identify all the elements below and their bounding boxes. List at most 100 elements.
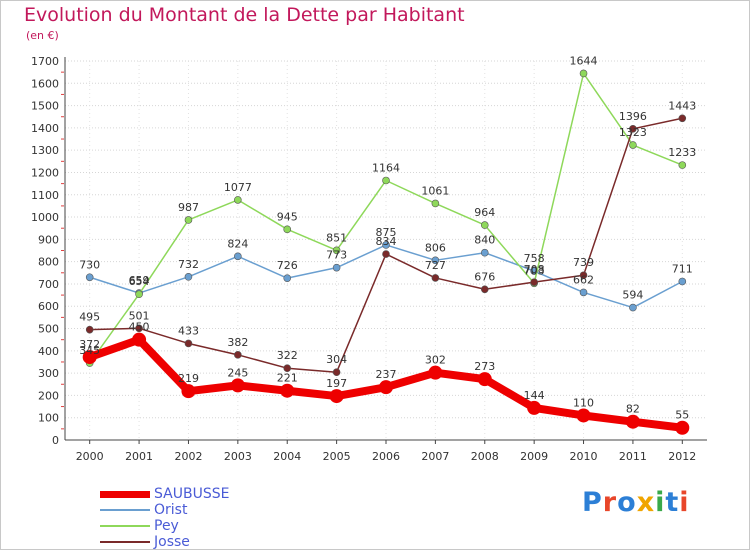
logo-letter: o [617, 487, 637, 518]
data-point [576, 408, 591, 423]
data-label: 245 [227, 366, 248, 379]
data-label: 273 [474, 360, 495, 373]
y-tick-label: 1500 [31, 100, 59, 113]
data-point [480, 248, 489, 257]
data-label: 708 [524, 263, 545, 276]
data-point [234, 252, 242, 261]
y-tick-label: 1200 [31, 166, 59, 179]
y-tick-label: 1100 [31, 189, 59, 202]
data-label: 1323 [619, 126, 647, 139]
data-point [184, 339, 193, 348]
y-tick-label: 400 [38, 345, 59, 358]
data-label: 221 [277, 372, 298, 385]
y-tick-label: 100 [38, 412, 59, 425]
data-label: 382 [227, 336, 248, 349]
data-label: 732 [178, 258, 199, 271]
legend-item-saubusse: SAUBUSSE [100, 486, 229, 502]
data-label: 495 [79, 311, 100, 324]
data-point [280, 383, 295, 398]
x-tick-label: 2001 [125, 450, 153, 463]
data-label: 594 [622, 289, 643, 302]
y-tick-label: 800 [38, 256, 59, 269]
data-point [283, 225, 292, 234]
data-point [181, 384, 196, 399]
data-point [629, 141, 637, 149]
data-point [629, 303, 637, 312]
data-label: 654 [129, 275, 150, 288]
y-tick-label: 1000 [31, 211, 59, 224]
data-label: 824 [227, 237, 248, 250]
x-tick-label: 2006 [372, 450, 400, 463]
data-point [230, 378, 245, 393]
data-point [480, 285, 489, 294]
data-label: 987 [178, 201, 199, 214]
data-point [132, 332, 147, 347]
data-point [332, 246, 341, 255]
data-point [477, 372, 492, 387]
logo-letter: r [602, 487, 618, 518]
data-label: 773 [326, 249, 347, 262]
data-label: 730 [79, 258, 100, 271]
logo-letter: x [636, 487, 656, 518]
data-point [135, 290, 143, 298]
y-tick-label: 300 [38, 367, 59, 380]
y-tick-label: 700 [38, 278, 59, 291]
legend-swatch [100, 490, 150, 498]
data-point [85, 325, 94, 334]
data-label: 1644 [570, 54, 598, 67]
legend-label: SAUBUSSE [154, 486, 230, 502]
data-point [234, 351, 242, 359]
x-tick-label: 2007 [421, 450, 449, 463]
data-label: 758 [524, 252, 545, 265]
data-point [530, 278, 538, 286]
data-point [678, 277, 687, 286]
data-point [283, 364, 292, 373]
series-line [88, 72, 684, 364]
logo-letter: i [655, 487, 666, 518]
data-label: 302 [425, 354, 446, 367]
data-point [382, 250, 390, 258]
data-point [625, 414, 640, 429]
data-label: 875 [376, 226, 397, 239]
data-point [234, 196, 242, 204]
data-point [431, 274, 440, 282]
legend-item-orist: Orist [100, 502, 229, 518]
proxiti-logo: Proxiti [582, 487, 690, 518]
data-label: 662 [573, 273, 594, 286]
y-tick-label: 600 [38, 300, 59, 313]
data-label: 1443 [668, 99, 696, 112]
data-label: 703 [524, 264, 545, 277]
x-tick-label: 2003 [224, 450, 252, 463]
data-point [428, 365, 443, 380]
data-label: 1061 [421, 184, 449, 197]
data-point [675, 420, 690, 435]
data-point [379, 380, 393, 395]
data-label: 1077 [224, 181, 252, 194]
data-point [329, 389, 344, 404]
data-label: 55 [675, 409, 689, 422]
data-point [480, 221, 489, 229]
data-point [85, 273, 94, 282]
y-tick-label: 1300 [31, 144, 59, 157]
data-label: 237 [376, 368, 397, 381]
y-tick-label: 1400 [31, 122, 59, 135]
data-label: 144 [524, 389, 545, 402]
x-tick-label: 2002 [174, 450, 202, 463]
data-point [579, 271, 588, 280]
data-point [332, 368, 341, 377]
legend-swatch [100, 541, 150, 543]
data-label: 501 [129, 309, 150, 322]
data-point [678, 161, 687, 169]
legend-swatch [100, 509, 150, 511]
data-label: 851 [326, 231, 347, 244]
data-point [629, 124, 637, 133]
y-tick-label: 1600 [31, 77, 59, 90]
logo-letter: t [665, 487, 680, 518]
data-point [579, 288, 588, 297]
data-label: 659 [129, 274, 150, 287]
data-point [382, 176, 390, 185]
data-point [135, 324, 143, 333]
logo-letter: i [679, 487, 690, 518]
